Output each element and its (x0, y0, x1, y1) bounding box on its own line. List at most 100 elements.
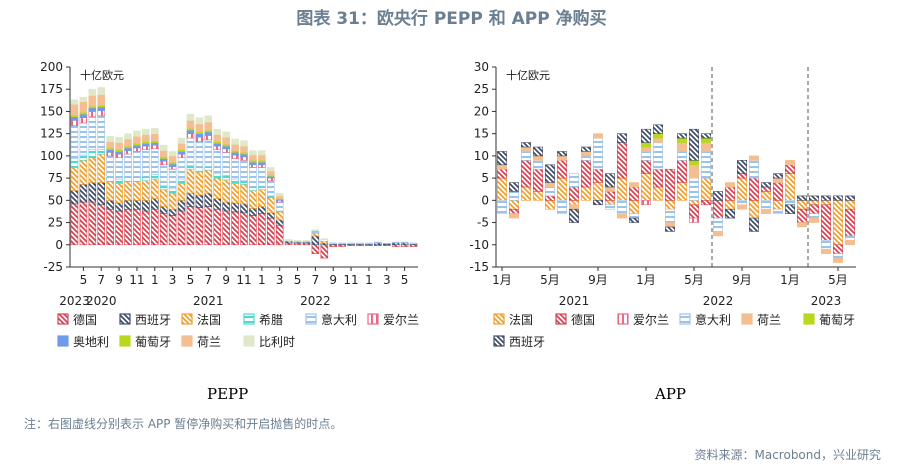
bar-segment: 2021-04 荷兰: 7 (177, 143, 186, 150)
bar-segment: 2022-04 意大利: 2 (677, 151, 687, 161)
bar-segment: 2020-12 爱尔兰: 4 (142, 145, 150, 150)
bar-segment: 2022-08 荷兰: 1 (725, 182, 735, 188)
bar-segment: 2022-11 德国: 1 (761, 186, 771, 192)
bar-segment: 2021-10 奥地利: 3 (231, 152, 239, 156)
bar-segment: 2022-01 荷兰: 1 (641, 146, 651, 152)
bar-segment: 2021-12 意大利: -1 (629, 213, 639, 219)
bar-segment: 2020-06 比利时: 7 (88, 88, 97, 96)
bar-segment: 2020-06 西班牙: 22 (88, 182, 97, 203)
legend-item: 希腊 (243, 312, 283, 327)
y-tick-label: 25 (474, 82, 489, 96)
bar-segment: 2021-09 意大利: 7 (593, 137, 603, 170)
bar-segment: 2021-12 西班牙: -1 (629, 217, 639, 223)
legend-swatch (741, 313, 753, 325)
bar-segment: 2021-06 荷兰: 1 (557, 155, 567, 161)
bar-segment: 2022-04 法国: 4 (677, 182, 687, 201)
bar-segment: 2021-01 西班牙: 12 (150, 198, 159, 210)
bar-segment: 2022-08 德国: -15 (320, 244, 329, 259)
y-tick-label: 100 (40, 149, 63, 163)
bar-segment: 2021-05 德国: 43 (186, 206, 195, 246)
bar-segment: 2022-04 比利时: 1 (284, 239, 293, 241)
bar-segment: 2021-02 意大利: 2 (509, 191, 519, 201)
legend-label: 西班牙 (509, 335, 545, 349)
bar-segment: 2021-08 西班牙: 1 (581, 146, 591, 152)
legend-item: 爱尔兰 (367, 312, 419, 327)
bar-segment: 2020-09 希腊: 5 (115, 178, 123, 184)
bar-segment: 2021-02 爱尔兰: 4 (159, 160, 168, 166)
bar-segment: 2021-01 德国: 2 (497, 168, 507, 179)
legend-swatch (679, 313, 691, 325)
bar-segment: 2022-07 德国: -10 (311, 244, 320, 254)
legend-item: 西班牙 (119, 313, 171, 327)
bar-segment: 2021-12 希腊: 4 (249, 186, 257, 191)
legend-label: 葡萄牙 (135, 335, 171, 349)
bar-segment: 2022-03 比利时: 3 (275, 192, 284, 197)
bar-segment: 2020-11 法国: 21 (133, 181, 141, 201)
bar-segment: 2021-11 法国: 5 (617, 177, 627, 201)
bar-segment: 2021-02 荷兰: -1 (509, 213, 519, 219)
bar-segment: 2020-09 比利时: 6 (115, 136, 123, 143)
bar-segment: 2022-09 意大利: -1 (737, 200, 747, 206)
bar-segment: 2022-06 比利时: 1 (302, 240, 311, 242)
bar-segment: 2023-01 德国: 2 (785, 164, 795, 174)
bar-segment: 2022-07 西班牙: 2 (713, 191, 723, 201)
unit-label: 十亿欧元 (80, 68, 124, 82)
bar-segment: 2022-02 意大利: 17 (266, 180, 275, 197)
bar-segment: 2022-10 西班牙: -3 (749, 217, 759, 232)
bar-segment: 2021-09 荷兰: 1 (593, 133, 603, 139)
bar-segment: 2021-01 爱尔兰: 4 (150, 144, 159, 150)
bar-segment: 2021-09 希腊: 5 (222, 175, 230, 181)
x-tick-label: 3 (169, 273, 177, 287)
bar-segment: 2021-01 希腊: 5 (150, 174, 159, 180)
y-tick-label: 150 (40, 104, 63, 118)
bar-segment: 2021-12 爱尔兰: 3 (249, 164, 257, 168)
bar-segment: 2022-02 法国: 17 (266, 197, 275, 214)
bar-segment: 2021-08 意大利: 1 (581, 155, 591, 161)
bar-segment: 2022-01 意大利: 2 (641, 151, 651, 161)
pepp-caption: PEPP (207, 385, 249, 403)
bar-segment: 2021-08 比利时: 6 (213, 128, 222, 135)
x-tick-label: 3 (276, 273, 284, 287)
bar-segment: 2021-04 希腊: 5 (177, 178, 186, 184)
x-tick-label: 7 (97, 273, 105, 287)
bar-segment: 2022-12 西班牙: 1 (773, 173, 783, 179)
legend-item: 西班牙 (493, 335, 545, 349)
bar-segment: 2022-04 德国: 5 (677, 160, 687, 183)
bar-segment: 2021-05 荷兰: 9 (186, 120, 195, 129)
bar-segment: 2020-08 爱尔兰: 4 (106, 152, 114, 157)
bar-segment: 2022-10 意大利: 1 (338, 242, 346, 245)
bar-segment: 2023-03 德国: -2 (809, 204, 819, 214)
bar-segment: 2021-05 荷兰: 1 (545, 182, 555, 188)
bar-segment: 2022-12 德国: 4 (773, 182, 783, 201)
bar-segment: 2022-02 荷兰: 1 (653, 137, 663, 143)
bar-segment: 2022-06 德国: -1 (701, 200, 711, 206)
y-tick-label: 0 (481, 193, 489, 207)
bar-segment: 2020-08 法国: 21 (106, 181, 114, 201)
bar-segment: 2022-07 意大利: -3 (713, 217, 723, 232)
bar-segment: 2021-11 荷兰: 7 (240, 145, 248, 153)
bar-segment: 2021-07 荷兰: 9 (204, 121, 213, 131)
x-year-label: 2020 (86, 294, 117, 308)
bar-segment: 2022-05 葡萄牙: 1 (689, 160, 699, 166)
bar-segment: 2022-04 西班牙: 1 (677, 133, 687, 139)
bar-segment: 2020-09 意大利: 24 (115, 157, 123, 180)
legend-swatch (493, 335, 505, 347)
bar-segment: 2021-05 意大利: 2 (545, 186, 555, 197)
bar-segment: 2022-01 希腊: 4 (258, 185, 266, 190)
bar-segment: 2022-04 荷兰: 2 (677, 142, 687, 152)
x-tick-label: 1月 (492, 273, 512, 287)
bar-segment: 2022-05 西班牙: 7 (689, 128, 699, 161)
bar-segment: 2021-07 德国: 3 (569, 186, 579, 201)
legend-swatch (243, 335, 255, 347)
legend-swatch (57, 335, 69, 347)
legend-label: 德国 (73, 312, 97, 327)
bar-segment: 2021-03 意大利: 2 (521, 151, 531, 161)
y-tick-label: -5 (477, 216, 489, 230)
bar-segment: 2020-11 意大利: 29 (133, 151, 141, 178)
bar-segment: 2023-04 法国: -1 (821, 200, 831, 206)
bar-segment: 2021-09 德国: 3 (593, 168, 603, 183)
legend-label: 西班牙 (135, 313, 171, 327)
bar-segment: 2022-10 荷兰: 1 (749, 155, 759, 161)
bar-segment: 2021-10 比利时: 6 (231, 138, 239, 145)
x-tick-label: 1月 (636, 273, 656, 287)
